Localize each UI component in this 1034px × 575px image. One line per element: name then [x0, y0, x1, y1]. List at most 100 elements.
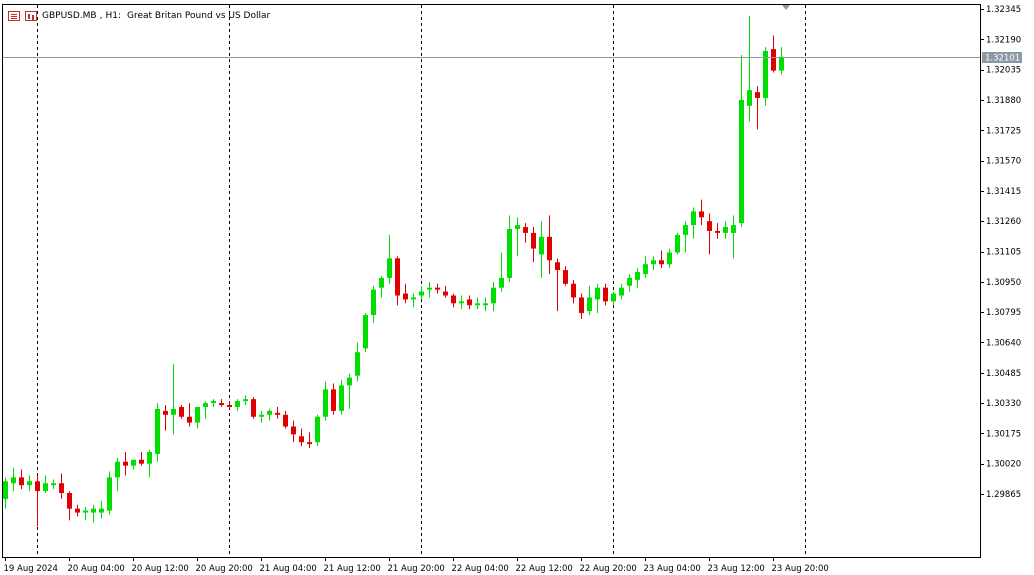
candle [547, 215, 552, 274]
candlestick-series [3, 15, 784, 527]
price-axis: 1.32345 1.32190 1.32035 1.31880 1.31725 1.315… [980, 5, 1021, 500]
candle-body-bull [731, 225, 736, 233]
candle [107, 471, 112, 515]
time-tick-label: 21 Aug 04:00 [260, 564, 317, 574]
candle [755, 86, 760, 130]
candle [563, 266, 568, 286]
candle-body-bear [715, 230, 720, 233]
candle-body-bull [763, 51, 768, 98]
time-tick-label: 22 Aug 20:00 [580, 564, 637, 574]
plot-frame [2, 4, 981, 558]
candle [211, 399, 216, 407]
candle-body-bull [3, 481, 8, 499]
candle [139, 451, 144, 466]
candle-body-bull [11, 477, 16, 484]
candle [75, 504, 80, 517]
candle [483, 297, 488, 312]
candle-body-bull [43, 483, 48, 492]
candle-body-bear [291, 426, 296, 435]
candle-body-bear [19, 477, 24, 486]
candle [379, 275, 384, 298]
candle-body-bull [387, 258, 392, 278]
candle [27, 475, 32, 492]
candle [595, 283, 600, 314]
candle-body-bull [259, 414, 264, 417]
candle [747, 15, 752, 122]
price-tick-label: 1.30330 [986, 399, 1021, 409]
candle [443, 285, 448, 298]
candle-body-bear [251, 399, 256, 417]
time-tick-label: 23 Aug 20:00 [772, 564, 829, 574]
candle-body-bull [667, 252, 672, 265]
candle-body-bear [307, 442, 312, 445]
candle [227, 401, 232, 409]
candle-body-bull [747, 90, 752, 106]
candle [187, 403, 192, 427]
candle [11, 467, 16, 492]
candle [283, 410, 288, 429]
time-tick-label: 20 Aug 12:00 [132, 564, 189, 574]
candle [763, 47, 768, 106]
candle-body-bull [739, 99, 744, 224]
candle-body-bull [235, 401, 240, 407]
candle [659, 250, 664, 269]
candle-body-bear [755, 92, 760, 98]
candle [739, 54, 744, 228]
candle [699, 199, 704, 226]
candle-body-bull [683, 225, 688, 235]
candle-body-bear [435, 287, 440, 290]
candle [219, 399, 224, 407]
price-tick-label: 1.31725 [986, 126, 1021, 136]
price-tick-label: 1.30795 [986, 308, 1021, 318]
candle [419, 285, 424, 300]
candle [91, 504, 96, 523]
candle-body-bear [395, 258, 400, 296]
candle [667, 248, 672, 269]
candle [515, 217, 520, 257]
candle [115, 457, 120, 492]
price-tick-label: 1.31105 [986, 248, 1021, 258]
price-tick-label: 1.30020 [986, 460, 1021, 470]
candle [507, 215, 512, 282]
candle [43, 475, 48, 494]
candle [683, 221, 688, 253]
chart-bars-icon[interactable] [25, 11, 37, 21]
candle-body-bull [211, 401, 216, 404]
candle [643, 256, 648, 278]
candle-body-bear [35, 481, 40, 492]
chart-shift-marker-icon[interactable] [782, 5, 790, 10]
candle [715, 223, 720, 239]
candle [731, 215, 736, 259]
candle-body-bull [83, 510, 88, 513]
price-tick-label: 1.30640 [986, 338, 1021, 348]
candle [579, 293, 584, 319]
time-tick-label: 22 Aug 12:00 [516, 564, 573, 574]
candle [299, 428, 304, 447]
candle-body-bear [659, 260, 664, 265]
candle [323, 381, 328, 421]
candle [411, 293, 416, 308]
candle-body-bull [587, 297, 592, 312]
time-tick-label: 21 Aug 12:00 [324, 564, 381, 574]
candle [259, 410, 264, 423]
candle-body-bear [603, 287, 608, 302]
candle-body-bull [379, 277, 384, 288]
candle-body-bull [91, 508, 96, 513]
candle [523, 223, 528, 243]
current-price-tag: 1.32101 [982, 52, 1022, 64]
candle-body-bull [419, 291, 424, 296]
candle-body-bull [779, 56, 784, 71]
candle [235, 399, 240, 411]
candle [539, 221, 544, 278]
candle [339, 379, 344, 415]
candle-body-bear [331, 389, 336, 411]
chart-title-bar: GBPUSD.MB, H1: Great Britan Pound vs US … [8, 9, 270, 23]
chart-list-icon[interactable] [8, 11, 20, 21]
candle [83, 506, 88, 521]
candle-body-bear [531, 232, 536, 249]
symbol-label: GBPUSD.MB [42, 11, 97, 21]
candle-body-bear [699, 211, 704, 218]
candle [123, 451, 128, 476]
candle-body-bear [451, 295, 456, 304]
timeframe-label: H1: [105, 11, 122, 21]
